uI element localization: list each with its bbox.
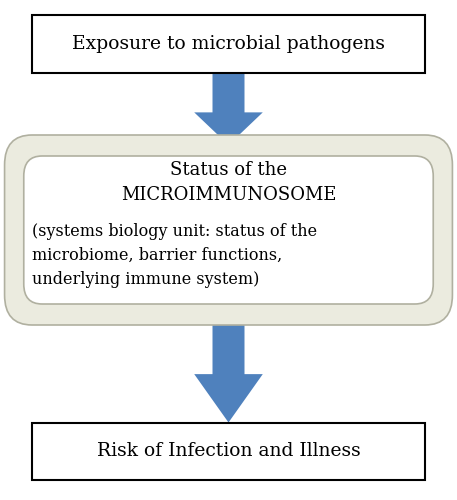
Text: (systems biology unit: status of the
microbiome, barrier functions,
underlying i: (systems biology unit: status of the mic… (32, 222, 317, 288)
Text: Risk of Infection and Illness: Risk of Infection and Illness (96, 442, 361, 460)
FancyBboxPatch shape (5, 135, 452, 325)
Text: Exposure to microbial pathogens: Exposure to microbial pathogens (72, 35, 385, 52)
FancyBboxPatch shape (32, 15, 425, 72)
FancyBboxPatch shape (32, 422, 425, 480)
Polygon shape (194, 315, 263, 422)
Text: MICROIMMUNOSOME: MICROIMMUNOSOME (121, 186, 336, 204)
Polygon shape (194, 72, 263, 145)
FancyBboxPatch shape (24, 156, 433, 304)
Text: Status of the: Status of the (170, 161, 287, 179)
